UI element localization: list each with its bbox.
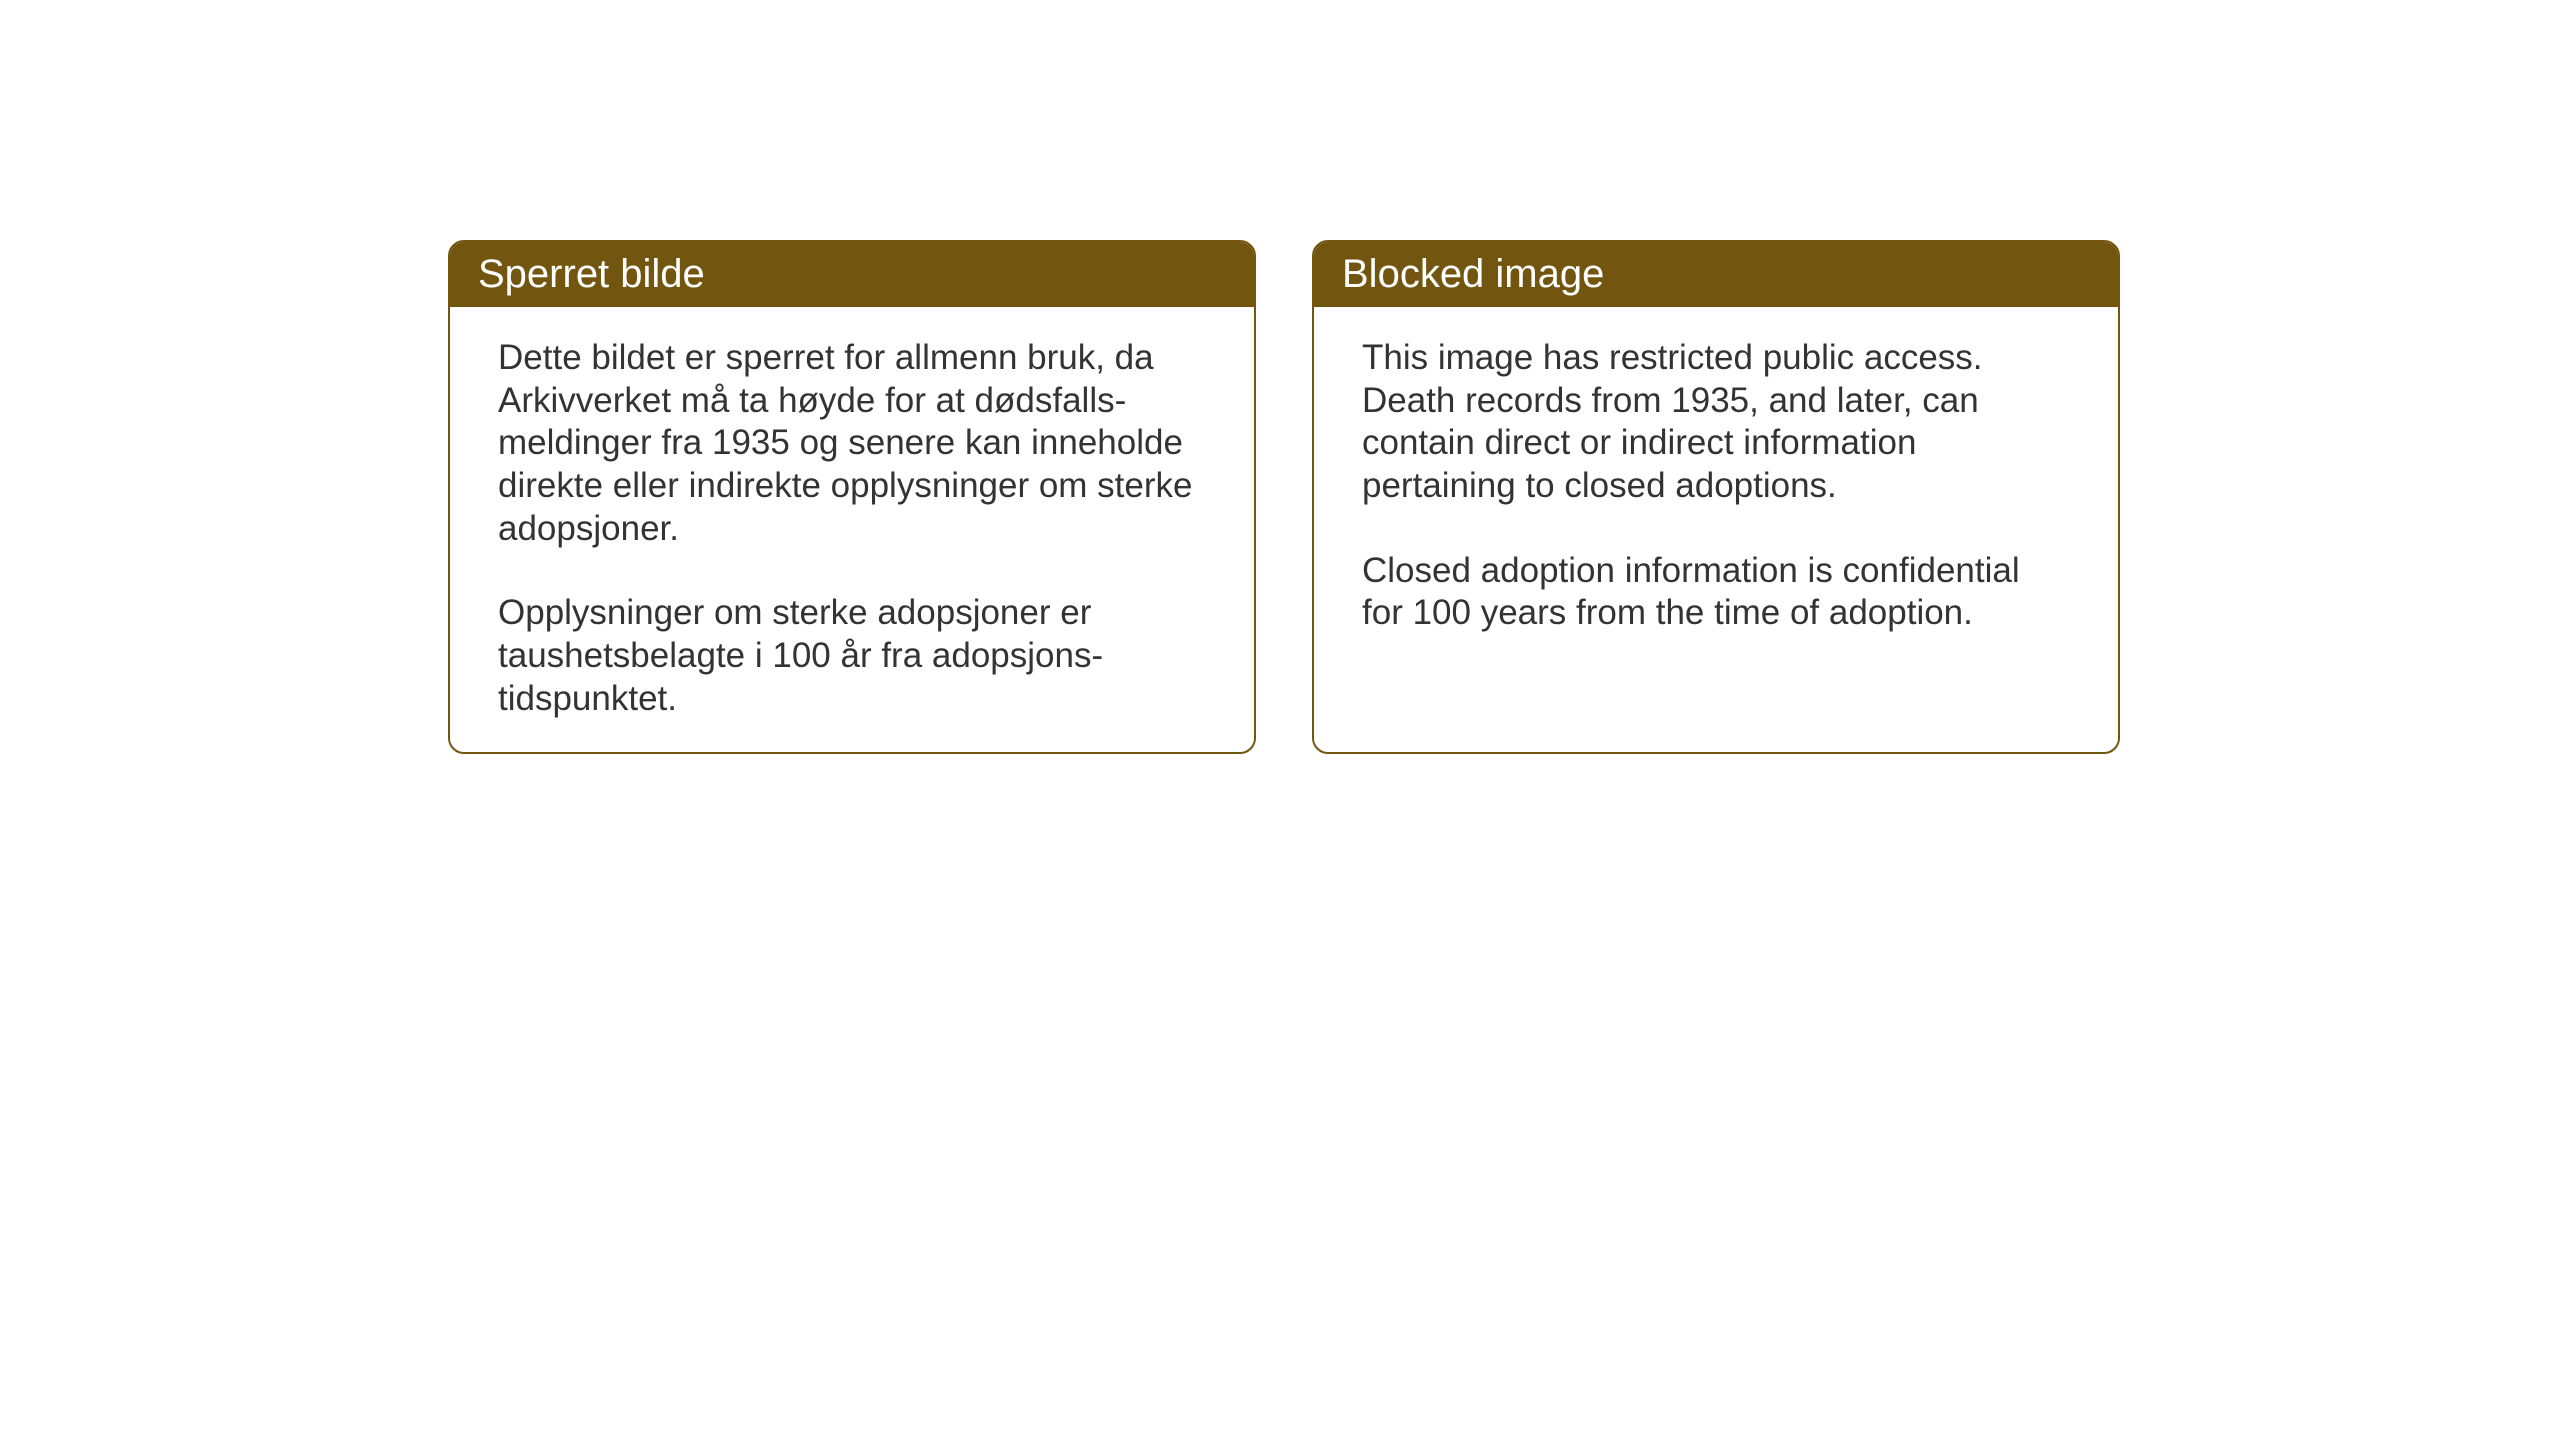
card-body-english: This image has restricted public access.…	[1314, 307, 2118, 675]
card-norwegian: Sperret bilde Dette bildet er sperret fo…	[448, 240, 1256, 754]
card-header-norwegian: Sperret bilde	[450, 242, 1254, 307]
card-body-norwegian: Dette bildet er sperret for allmenn bruk…	[450, 307, 1254, 754]
card-paragraph1-norwegian: Dette bildet er sperret for allmenn bruk…	[498, 337, 1206, 550]
card-title-norwegian: Sperret bilde	[478, 252, 705, 296]
card-english: Blocked image This image has restricted …	[1312, 240, 2120, 754]
card-container: Sperret bilde Dette bildet er sperret fo…	[448, 240, 2120, 754]
card-header-english: Blocked image	[1314, 242, 2118, 307]
card-paragraph1-english: This image has restricted public access.…	[1362, 337, 2070, 508]
card-paragraph2-english: Closed adoption information is confident…	[1362, 550, 2070, 635]
card-title-english: Blocked image	[1342, 252, 1604, 296]
card-paragraph2-norwegian: Opplysninger om sterke adopsjoner er tau…	[498, 592, 1206, 720]
